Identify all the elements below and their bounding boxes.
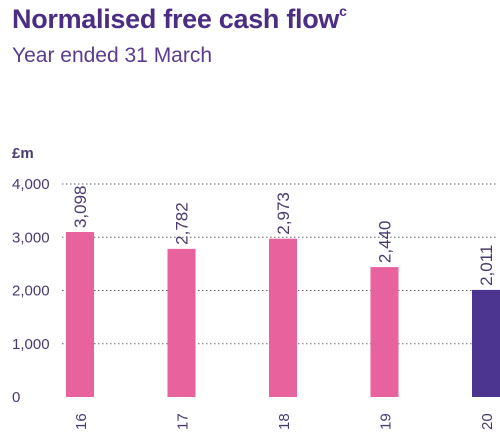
x-axis-ticks: 16 17 18 19 20 bbox=[73, 413, 496, 430]
chart-subtitle: Year ended 31 March bbox=[12, 44, 213, 67]
bar bbox=[66, 232, 94, 397]
y-tick-label: 0 bbox=[12, 389, 20, 406]
data-labels: 3,098 2,782 2,973 2,440 2,011 bbox=[71, 185, 496, 285]
chart-title: Normalised free cash flowc bbox=[12, 3, 347, 34]
data-label: 2,782 bbox=[173, 202, 192, 245]
x-tick-label: 20 bbox=[479, 413, 496, 430]
x-tick-label: 17 bbox=[175, 413, 192, 430]
bars bbox=[66, 232, 500, 397]
bar bbox=[370, 267, 399, 397]
y-tick-label: 2,000 bbox=[12, 283, 50, 300]
title-footnote-marker: c bbox=[339, 3, 347, 19]
bar bbox=[472, 289, 500, 397]
x-tick-label: 18 bbox=[276, 413, 293, 430]
y-tick-label: 1,000 bbox=[12, 336, 50, 353]
y-axis-ticks: 0 1,000 2,000 3,000 4,000 bbox=[12, 176, 50, 406]
x-tick-label: 16 bbox=[73, 413, 90, 430]
data-label: 2,011 bbox=[477, 245, 496, 286]
data-label: 2,973 bbox=[274, 192, 293, 235]
data-label: 3,098 bbox=[71, 185, 90, 228]
data-label: 2,440 bbox=[376, 221, 395, 264]
y-axis-unit-label: £m bbox=[12, 145, 34, 162]
bar bbox=[269, 238, 297, 397]
x-tick-label: 19 bbox=[378, 413, 395, 430]
gridlines bbox=[62, 183, 498, 345]
bar bbox=[167, 248, 196, 397]
y-tick-label: 3,000 bbox=[12, 229, 50, 246]
y-tick-label: 4,000 bbox=[12, 176, 50, 193]
